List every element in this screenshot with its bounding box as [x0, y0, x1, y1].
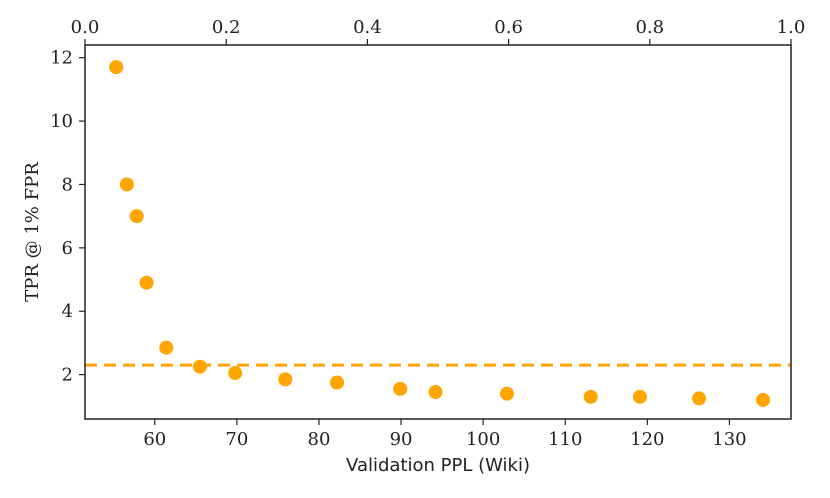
ticks-layer: 60 70 80 90 100 110 120 130 2 4 6 8 10 12 0.0 0.2 0.4 0.6… — [50, 17, 805, 450]
x-tick-label: 90 — [390, 429, 413, 450]
x-tick-label: 70 — [225, 429, 248, 450]
x-tick-label: 130 — [712, 429, 746, 450]
data-points-layer — [109, 60, 771, 407]
data-point — [632, 389, 647, 404]
y-tick-label: 4 — [62, 301, 73, 322]
top-x-tick-label: 0.2 — [212, 17, 241, 38]
x-tick-label: 80 — [308, 429, 331, 450]
x-tick-label: 120 — [630, 429, 664, 450]
data-point — [278, 372, 293, 387]
y-tick-label: 12 — [50, 48, 73, 69]
data-point — [129, 209, 144, 224]
top-x-tick-label: 0.6 — [494, 17, 523, 38]
data-point — [192, 359, 207, 374]
data-point — [109, 60, 124, 75]
x-tick-label: 100 — [466, 429, 500, 450]
plot-frame — [84, 44, 792, 420]
top-x-tick-label: 0.8 — [635, 17, 664, 38]
data-point — [393, 381, 408, 396]
data-point — [119, 177, 134, 192]
y-tick-label: 10 — [50, 111, 73, 132]
data-point — [583, 389, 598, 404]
data-point — [692, 391, 707, 406]
y-tick-label: 2 — [62, 365, 73, 386]
x-axis-label: Validation PPL (Wiki) — [346, 455, 530, 476]
top-x-tick-label: 0.0 — [71, 17, 100, 38]
data-point — [139, 275, 154, 290]
data-point — [428, 385, 443, 400]
x-tick-label: 110 — [548, 429, 582, 450]
x-tick-label: 60 — [143, 429, 166, 450]
data-point — [330, 375, 345, 390]
data-point — [756, 392, 771, 407]
data-point — [499, 386, 514, 401]
top-x-tick-label: 0.4 — [353, 17, 382, 38]
data-point — [228, 366, 243, 381]
y-tick-label: 8 — [62, 174, 73, 195]
y-tick-label: 6 — [62, 238, 73, 259]
top-x-tick-label: 1.0 — [777, 17, 806, 38]
y-axis-label: TPR @ 1% FPR — [22, 162, 43, 302]
data-point — [159, 340, 174, 355]
